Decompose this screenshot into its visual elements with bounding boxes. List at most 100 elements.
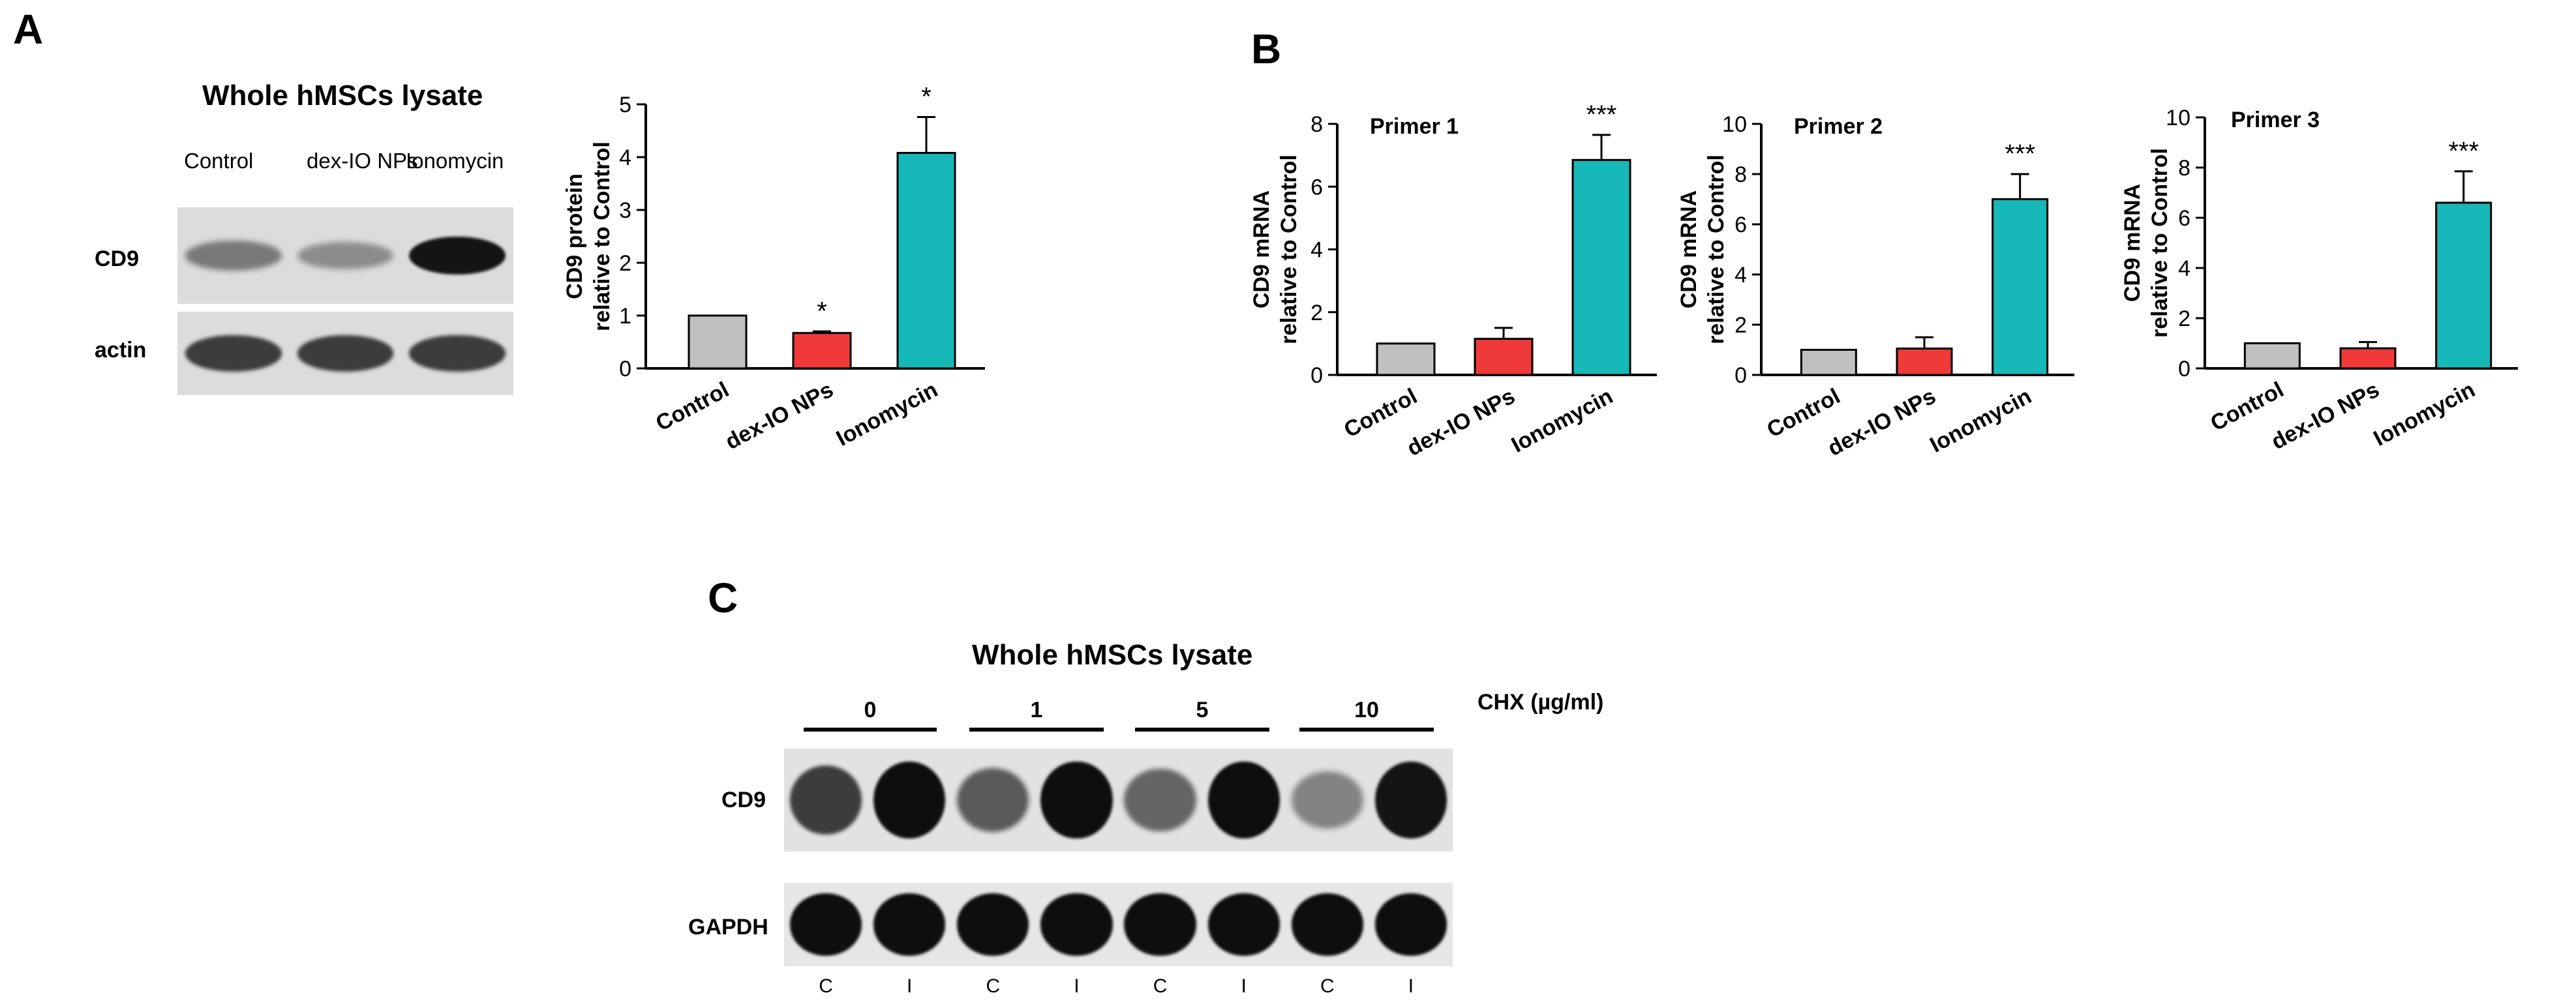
category-label: Ionomycin: [832, 378, 942, 451]
panel-letter-c: C: [708, 574, 738, 621]
cd9-band: [185, 241, 282, 271]
y-tick-label: 8: [1311, 112, 1323, 137]
blot-a-title: Whole hMSCs lysate: [202, 80, 483, 111]
y-axis-label: CD9 protein relative to Control: [562, 141, 614, 331]
blot-c-lane-label: I: [1074, 975, 1080, 997]
category-label: Control: [1763, 384, 1845, 443]
y-tick-label: 6: [1311, 175, 1323, 200]
category-label: Control: [2207, 378, 2288, 436]
blot-c-row-label: GAPDH: [688, 915, 768, 940]
blot-c-title: Whole hMSCs lysate: [972, 639, 1253, 671]
y-axis-label: CD9 mRNA relative to Control: [1249, 155, 1301, 344]
y-tick-label: 2: [1735, 313, 1747, 338]
bar: [1571, 158, 1631, 376]
blot-c-lane-label: I: [1408, 975, 1414, 997]
y-axis-label-line: relative to Control: [1277, 155, 1301, 344]
significance-label: ***: [2448, 137, 2479, 166]
gapdh-band: [1291, 893, 1363, 956]
category-label: Control: [1340, 384, 1421, 443]
actin-band: [409, 335, 506, 372]
blot-c-group-line: [969, 728, 1104, 732]
y-axis-label: CD9 mRNA relative to Control: [2120, 148, 2172, 338]
bar: [792, 332, 852, 370]
y-tick-label: 4: [2178, 256, 2190, 281]
primer2-mrna-chart: 0 2 4 6 8 10 CD9 mRNA relative to Control Primer…: [1676, 112, 2074, 462]
blot-c-concentration: 10: [1354, 698, 1379, 722]
y-tick-label: 8: [1735, 162, 1747, 187]
chart-title: Primer 3: [2231, 108, 2320, 132]
y-tick-label: 0: [2178, 357, 2190, 381]
bar: [1896, 348, 1953, 376]
cd9-band: [409, 236, 506, 275]
cd9-band: [1124, 769, 1196, 831]
bar: [2243, 342, 2301, 370]
y-tick-label: 0: [1311, 363, 1323, 388]
significance-label: *: [817, 297, 827, 325]
panel-letter-a: A: [13, 6, 44, 53]
category-label: Control: [652, 378, 733, 436]
cd9-band: [1374, 762, 1447, 838]
y-tick-label: 10: [1722, 112, 1747, 137]
blot-c-lane-label: C: [986, 975, 1001, 997]
blot-c-lane-label: C: [1153, 975, 1168, 997]
y-axis-label-line: CD9 mRNA: [1676, 190, 1701, 308]
category-label: dex-IO NPs: [2267, 378, 2384, 455]
bar: [1376, 342, 1436, 376]
blot-c-lane-label: C: [1320, 975, 1335, 997]
blot-a-cd9-strip: [177, 207, 513, 304]
y-tick-label: 3: [619, 198, 631, 223]
y-tick-label: 5: [619, 93, 631, 117]
significance-label: *: [921, 82, 932, 111]
blot-c-group-line: [1299, 728, 1434, 732]
bar: [2435, 201, 2493, 370]
cd9-band: [1040, 761, 1113, 839]
y-axis-label-line: relative to Control: [2147, 148, 2172, 338]
bar: [2339, 347, 2397, 370]
blot-c-cd9-strip: [784, 749, 1453, 852]
y-axis-label-line: CD9 mRNA: [1249, 190, 1274, 308]
y-tick-label: 1: [619, 304, 631, 329]
cd9-band: [957, 767, 1029, 833]
bar: [1800, 349, 1857, 376]
cd9-band: [1291, 771, 1363, 829]
panel-letter-b: B: [1251, 25, 1282, 72]
blot-a-actin-strip: [177, 312, 513, 395]
blot-a-row-label: actin: [95, 338, 147, 363]
blot-a-row-label: CD9: [95, 246, 140, 271]
blot-c-concentration: 5: [1196, 698, 1209, 722]
blot-c-lane-label: I: [1241, 975, 1247, 997]
y-tick-label: 4: [1735, 263, 1747, 288]
primer3-mrna-chart: 0 2 4 6 8 10 CD9 mRNA relative to Control Primer…: [2120, 106, 2518, 455]
blot-c-gapdh-strip: [784, 883, 1453, 966]
blot-a-lane-label: dex-IO NPs: [307, 149, 418, 173]
bar: [896, 152, 956, 370]
y-tick-label: 10: [2166, 106, 2190, 130]
y-tick-label: 8: [2178, 156, 2190, 181]
primer1-mrna-chart: 0 2 4 6 8 CD9 mRNA relative to Control Primer 1…: [1249, 100, 1657, 461]
gapdh-band: [1124, 893, 1196, 956]
blot-a-lane-label: Control: [184, 149, 254, 173]
blot-a-lane-label: Ionomycin: [406, 149, 504, 173]
significance-label: ***: [1586, 100, 1617, 129]
gapdh-band: [1374, 893, 1447, 956]
actin-band: [185, 335, 282, 372]
category-label: dex-IO NPs: [721, 378, 838, 455]
y-tick-label: 0: [1735, 363, 1747, 388]
blot-c-concentration: 1: [1030, 698, 1043, 722]
gapdh-band: [1040, 893, 1113, 956]
y-axis-label-line: CD9 protein: [562, 173, 587, 299]
y-tick-label: 2: [619, 251, 631, 276]
blot-c-concentration: 0: [864, 698, 877, 722]
y-tick-label: 2: [1311, 301, 1323, 325]
y-tick-label: 4: [1311, 238, 1323, 263]
cd9-band: [297, 241, 394, 270]
bar: [688, 314, 748, 370]
gapdh-band: [789, 893, 862, 956]
bar: [1474, 338, 1534, 376]
category-label: dex-IO NPs: [1824, 384, 1940, 462]
blot-c-concentration-label: CHX (µg/ml): [1477, 690, 1604, 715]
category-label: Ionomycin: [2369, 378, 2479, 451]
y-tick-label: 2: [2178, 306, 2190, 331]
